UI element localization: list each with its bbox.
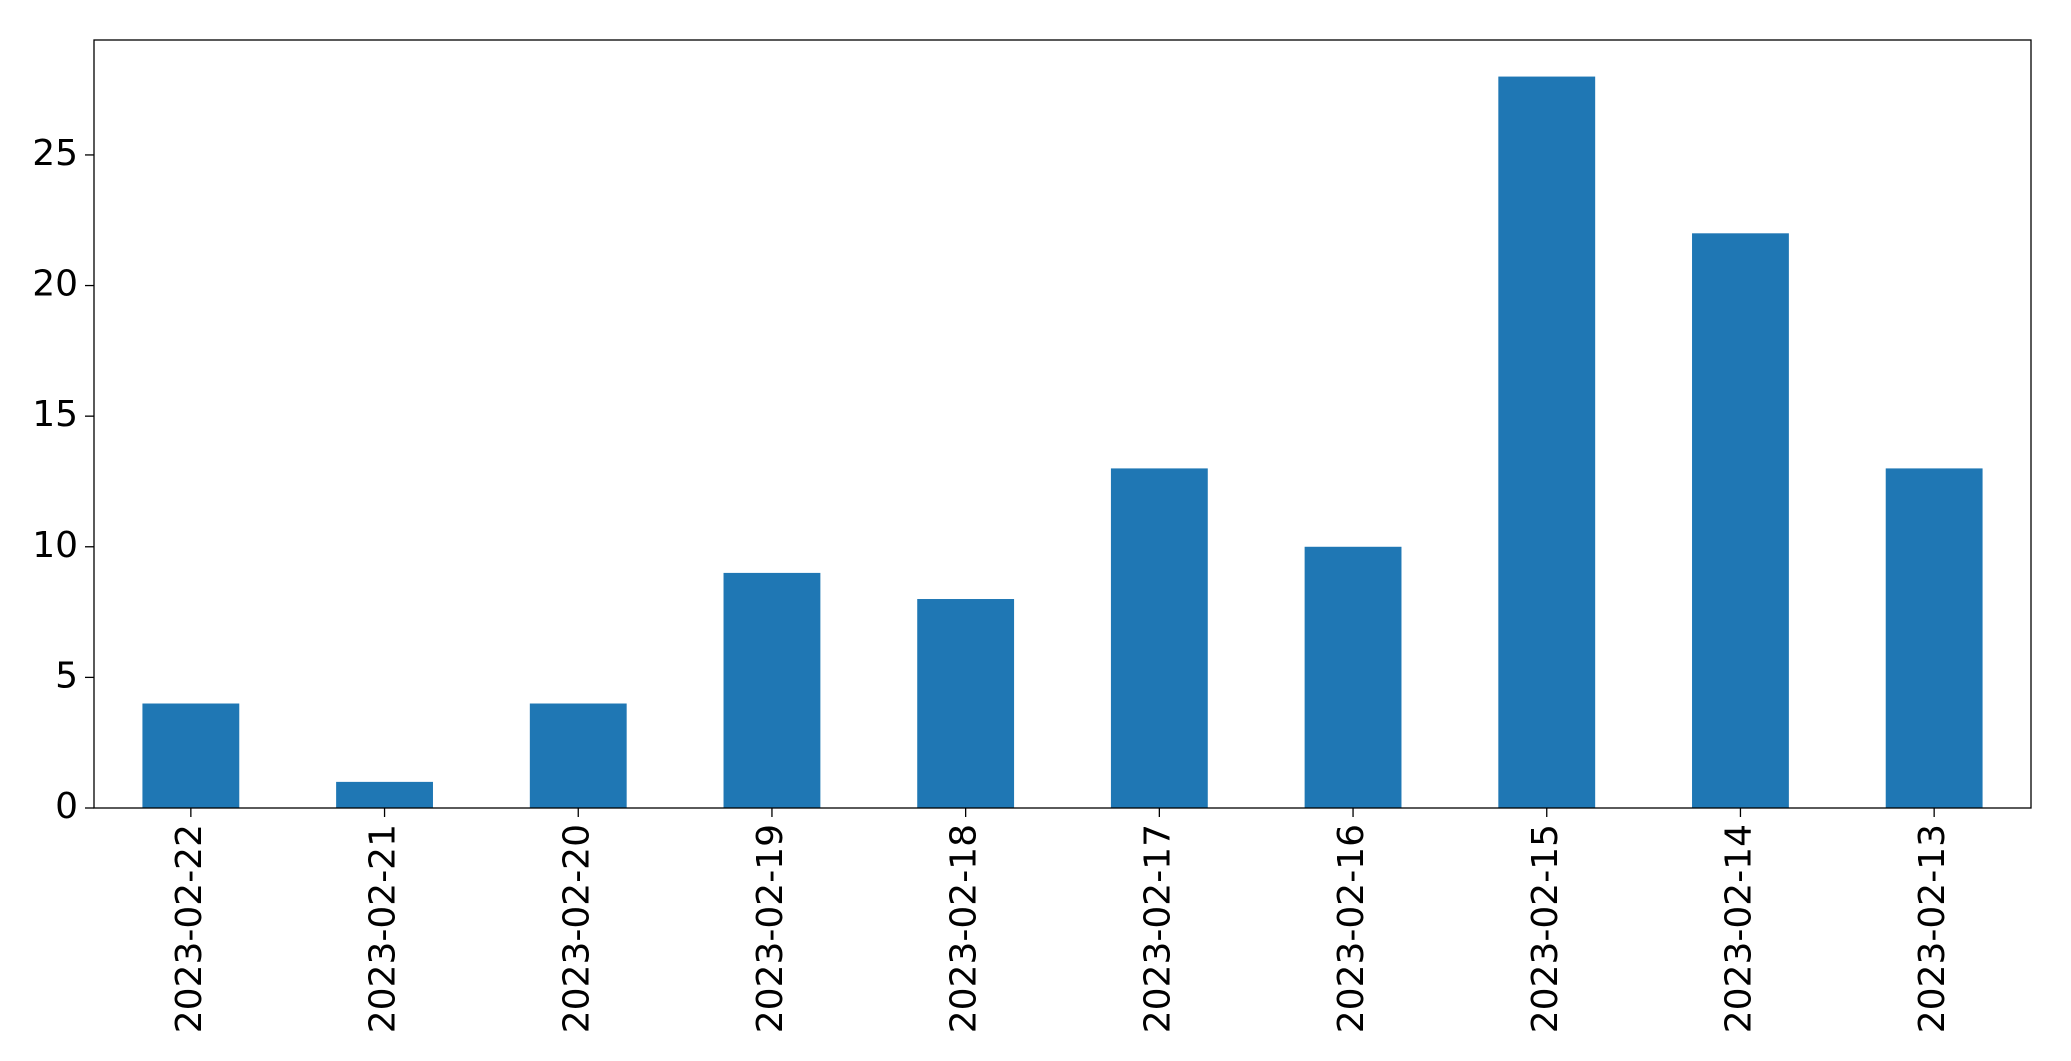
bar (1692, 233, 1789, 808)
x-tick-label: 2023-02-17 (1137, 824, 1178, 1033)
bar (723, 572, 821, 808)
bar (1885, 468, 1983, 808)
y-tick-label: 20 (32, 264, 78, 305)
x-tick-label: 2023-02-21 (363, 824, 404, 1033)
x-tick-label: 2023-02-18 (944, 824, 985, 1033)
y-tick-label: 0 (55, 786, 78, 827)
x-tick-label: 2023-02-16 (1331, 824, 1372, 1033)
bar (1110, 468, 1208, 808)
x-tick-label: 2023-02-19 (750, 824, 791, 1033)
y-tick-label: 10 (32, 525, 78, 566)
bar (336, 781, 433, 808)
y-tick-label: 5 (55, 655, 78, 696)
bar (917, 599, 1015, 808)
x-tick-label: 2023-02-15 (1525, 824, 1566, 1033)
bar (142, 703, 240, 808)
x-tick-label: 2023-02-20 (556, 824, 597, 1033)
y-tick-label: 15 (32, 394, 78, 435)
bar (1498, 76, 1596, 809)
bar (1304, 546, 1402, 808)
x-tick-label: 2023-02-13 (1912, 824, 1953, 1033)
plot-frame (93, 39, 2032, 809)
x-tick-label: 2023-02-22 (169, 824, 210, 1033)
y-tick-label: 25 (32, 133, 78, 174)
x-tick-label: 2023-02-14 (1718, 824, 1759, 1033)
bar (529, 703, 627, 808)
